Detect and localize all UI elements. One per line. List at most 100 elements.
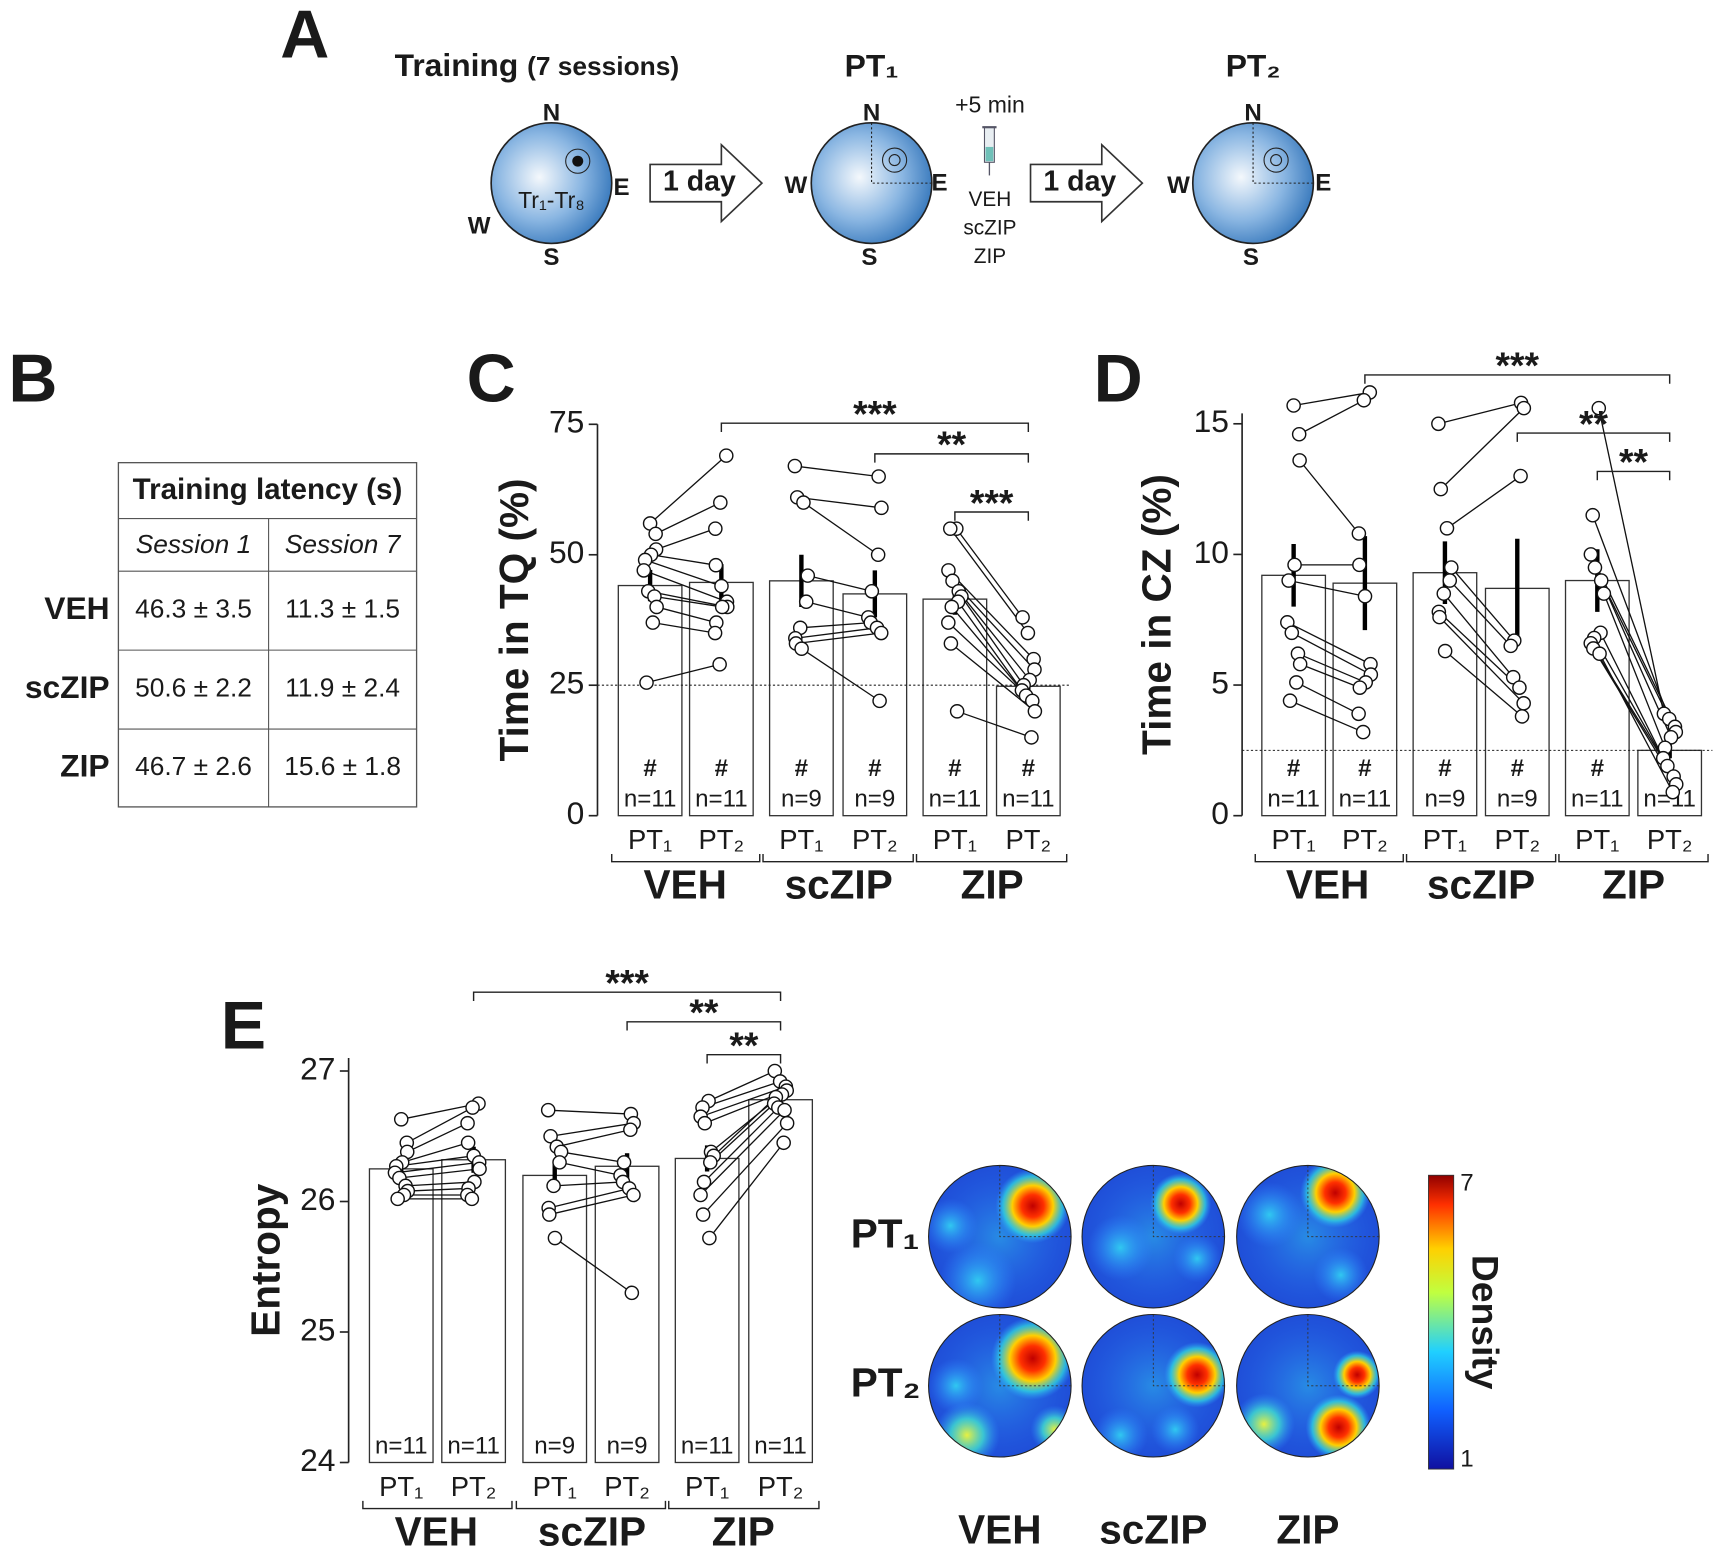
data-point [1357,588,1373,604]
pair-line [1446,475,1521,529]
data-point [1444,560,1459,575]
column-label: VEH [958,1506,1041,1552]
heatmap [1082,1314,1225,1458]
data-point [945,573,960,589]
group-label: VEH [644,862,727,908]
heatmap-spot [1236,1393,1295,1455]
data-point [1351,706,1366,722]
significance-bracket [1596,470,1671,481]
data-point [543,1128,558,1144]
data-point [1432,609,1447,625]
category-label: PT₁ [628,824,672,855]
data-point [1289,675,1304,690]
data-point [1592,646,1607,661]
pair-line [794,465,879,478]
data-point [1431,416,1446,432]
panel-a: A Training (7 sessions) Tr₁-Tr₈ N E S W … [280,0,1331,271]
colorbar-tick-label: 1 [1460,1446,1473,1473]
colorbar-label: Density [1464,1255,1506,1390]
data-point [648,526,663,542]
y-tick-label: 75 [549,404,584,440]
data-point [1503,638,1519,654]
data-point [1356,392,1372,408]
row-label: ZIP [60,747,109,783]
data-point [1292,453,1307,468]
pair-line [803,502,879,556]
pool-outline [928,1164,1072,1309]
data-point [540,1102,556,1118]
pair-line [554,1237,633,1294]
significance-bracket [472,991,782,1001]
pool [490,121,613,245]
panel-letter: D [1094,341,1143,417]
pair-line [1440,407,1525,490]
heatmap-spot [1150,1173,1212,1235]
data-point [1437,643,1453,659]
pair-line [549,1194,634,1216]
y-tick-label: 10 [1194,534,1229,570]
data-point [798,594,814,610]
column-header: Session 1 [136,529,252,559]
category-label: PT₁ [1575,824,1619,855]
heatmap-spot [1164,1341,1225,1408]
pool-outline [1236,1313,1380,1458]
significance-label: ** [1579,402,1609,444]
n-label: n=11 [624,786,677,813]
compass-w: W [785,172,808,199]
row-label: PT₂ [851,1359,921,1405]
data-point [864,583,880,599]
n-label: n=11 [1571,786,1624,813]
pool-outline [1236,1164,1380,1309]
pair-line [394,1161,480,1174]
compass-w: W [1167,172,1190,199]
significance-bracket [720,422,1030,432]
pair-line [1299,663,1361,689]
n-label: n=9 [781,786,822,813]
pair-line [643,569,728,603]
data-point [872,693,887,709]
y-tick-label: 15 [1194,403,1229,439]
compass-s: S [1243,244,1259,271]
pair-line [709,1103,775,1163]
platform [1263,147,1289,173]
heatmap-spot [934,1402,1000,1458]
n-label: n=9 [1497,786,1538,813]
pool-outline [1081,1313,1226,1458]
platform [881,147,908,173]
trials-label: Tr₁-Tr₈ [518,187,585,213]
pair-line [652,621,716,634]
y-tick-label: 0 [567,795,585,831]
pair-line [708,1142,785,1239]
inject-time: +5 min [955,91,1025,117]
n-label: n=11 [375,1433,428,1460]
data-point [779,1115,795,1131]
compass-e: E [931,170,947,197]
compass-n: N [863,99,880,126]
column-header: Session 7 [285,529,402,559]
pair-line [649,455,727,524]
significance-mark: # [1358,755,1372,782]
data-point [693,1187,708,1203]
n-label: n=9 [534,1433,575,1460]
heatmap [928,1165,1072,1308]
group-bracket [611,854,761,863]
pair-line [702,1122,788,1215]
heatmap-spot [1173,1234,1222,1283]
panel-letter: A [280,0,329,72]
group-bracket [515,1500,667,1510]
pair-line [1592,514,1670,720]
data-point [1284,625,1300,641]
heatmaps: PT₁ PT₂ VEH scZIP ZIP 1 7 Density [851,1164,1506,1552]
n-label: n=11 [681,1433,734,1460]
n-label: n=11 [754,1433,807,1460]
pair-line [407,1187,469,1192]
pair-line [556,1129,631,1148]
pair-line [548,1109,631,1115]
pair-line [648,590,728,608]
data-point [703,1155,718,1170]
data-point [552,1155,567,1170]
pair-line [1449,580,1512,647]
pair-line [1599,632,1664,759]
platform [888,154,901,167]
